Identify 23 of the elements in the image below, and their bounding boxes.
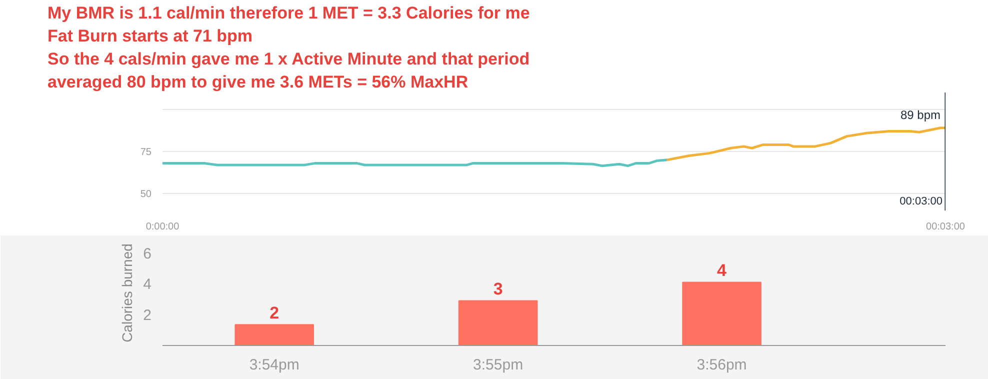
bar <box>458 300 538 346</box>
y-tick-label: 4 <box>143 276 152 294</box>
annotation: 2 <box>270 304 280 323</box>
line-series <box>666 126 946 162</box>
annotation: 3 <box>493 280 503 299</box>
x-tick-label: 3:55pm <box>473 356 524 374</box>
text: Fat Burn starts at 71 bpm <box>48 26 252 46</box>
bar <box>682 282 762 346</box>
annotation: 89 bpm <box>900 108 941 122</box>
y-axis-title: Calories burned <box>119 244 136 342</box>
bar <box>234 324 314 346</box>
y-tick-label: 2 <box>143 307 152 324</box>
text: My BMR is 1.1 cal/min therefore 1 MET = 3.3 Calories for me <box>48 4 530 22</box>
annotation: 4 <box>717 261 728 280</box>
x-tick-label: 3:56pm <box>696 356 747 374</box>
x-tick-label: 3:54pm <box>249 356 300 374</box>
y-tick-label: 75 <box>140 147 152 158</box>
ref-line-label: 00:03:00 <box>900 196 943 208</box>
y-tick-label: 50 <box>140 189 152 200</box>
y-tick-label: 6 <box>143 245 152 262</box>
text: averaged 80 bpm to give me 3.6 METs = 56% MaxHR <box>48 72 468 92</box>
x-tick-label: 0:00:00 <box>146 222 180 232</box>
text: So the 4 cals/min gave me 1 x Active Minute and that period <box>48 50 530 68</box>
